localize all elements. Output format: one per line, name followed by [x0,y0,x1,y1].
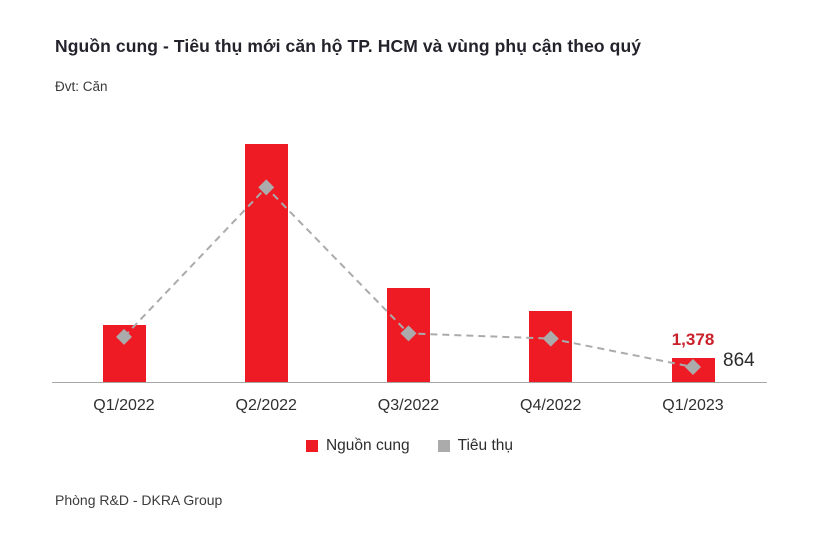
unit-label: Đvt: Căn [55,79,108,94]
legend-label: Nguồn cung [325,437,410,454]
data-label-supply-q1-2023: 1,378 [671,330,715,349]
diamond-marker-Q3/2022 [400,325,417,342]
source-note: Phòng R&D - DKRA Group [55,492,223,508]
legend-item-Nguồn cung: Nguồn cung [305,437,410,455]
x-axis-label-Q1/2022: Q1/2022 [93,397,155,414]
x-axis-label-Q1/2023: Q1/2023 [662,397,724,414]
chart-plot-area: 1,378 864 [52,120,767,383]
diamond-marker-Q2/2022 [258,179,275,196]
diamond-marker-Q1/2023 [685,358,701,375]
legend-square-icon [305,440,318,452]
legend-item-Tiêu thụ: Tiêu thụ [437,437,514,455]
x-axis-label-Q3/2022: Q3/2022 [377,397,440,414]
chart-legend: Nguồn cung Tiêu thụ [52,437,767,455]
line-series-tieu-thu [116,179,701,375]
x-axis-label-Q2/2022: Q2/2022 [235,397,297,414]
diamond-marker-Q4/2022 [542,330,559,347]
diamond-marker-Q1/2022 [116,328,132,345]
legend-square-icon [437,440,450,452]
x-axis-labels: Q1/2022 Q2/2022 Q3/2022 Q4/2022 Q1/2023 [52,397,767,417]
x-axis-label-Q4/2022: Q4/2022 [520,397,582,414]
legend-label: Tiêu thụ [457,437,514,454]
chart-title: Nguồn cung - Tiêu thụ mới căn hộ TP. HCM… [55,36,642,56]
data-label-consumption-q1-2023: 864 [723,350,755,371]
